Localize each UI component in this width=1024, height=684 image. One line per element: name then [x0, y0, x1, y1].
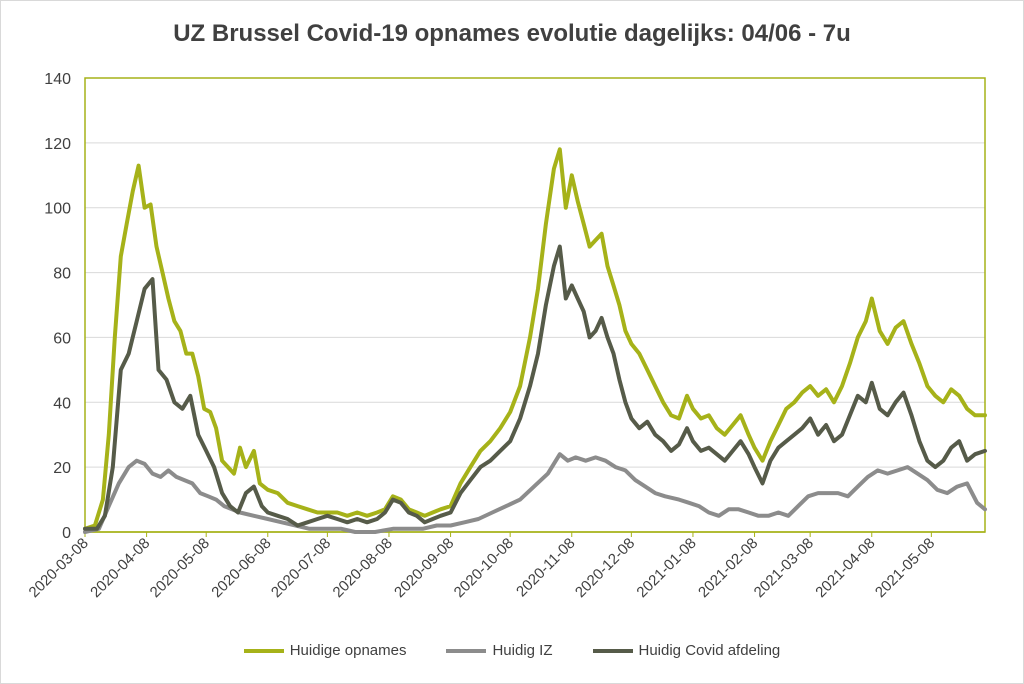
legend-swatch — [243, 648, 284, 653]
legend-label: Huidig IZ — [492, 642, 553, 659]
series-line-3 — [83, 244, 987, 531]
legend-label: Huidige opnames — [289, 642, 407, 659]
legend: Huidige opnames Huidig IZ Huidig Covid afd… — [0, 642, 1024, 659]
legend-item: Huidig IZ — [446, 642, 553, 659]
x-tick-label: 2020-12-08 — [572, 535, 638, 601]
series-line-2 — [83, 452, 987, 534]
legend-label: Huidig Covid afdeling — [638, 642, 781, 659]
y-tick-label: 140 — [44, 71, 71, 88]
y-tick-label: 40 — [53, 395, 71, 412]
x-tick-label: 2021-04-08 — [812, 535, 878, 601]
plot-area: 0204060801001201402020-03-082020-04-0820… — [26, 71, 987, 601]
y-tick-label: 0 — [62, 525, 71, 542]
y-tick-label: 100 — [44, 201, 71, 218]
x-tick-label: 2020-08-08 — [330, 535, 396, 601]
x-tick-label: 2020-09-08 — [391, 535, 457, 601]
series-line-1 — [83, 147, 987, 531]
legend-swatch — [592, 648, 633, 653]
y-tick-label: 20 — [53, 460, 71, 477]
chart-title: UZ Brussel Covid-19 opnames evolutie dag… — [173, 20, 851, 47]
x-tick-label: 2021-03-08 — [751, 535, 817, 601]
x-tick-label: 2020-04-08 — [87, 535, 153, 601]
x-tick-label: 2020-03-08 — [26, 535, 92, 601]
x-tick-label: 2020-05-08 — [147, 535, 213, 601]
x-tick-label: 2021-01-08 — [633, 535, 699, 601]
x-tick-label: 2020-10-08 — [451, 535, 517, 601]
x-tick-label: 2020-06-08 — [208, 535, 274, 601]
y-tick-label: 60 — [53, 330, 71, 347]
x-tick-label: 2020-07-08 — [268, 535, 334, 601]
x-tick-label: 2021-05-08 — [872, 535, 938, 601]
legend-swatch — [446, 648, 487, 653]
legend-item: Huidige opnames — [243, 642, 407, 659]
y-tick-label: 120 — [44, 136, 71, 153]
x-tick-label: 2020-11-08 — [513, 535, 578, 600]
legend-item: Huidig Covid afdeling — [592, 642, 781, 659]
y-tick-label: 80 — [53, 266, 71, 283]
